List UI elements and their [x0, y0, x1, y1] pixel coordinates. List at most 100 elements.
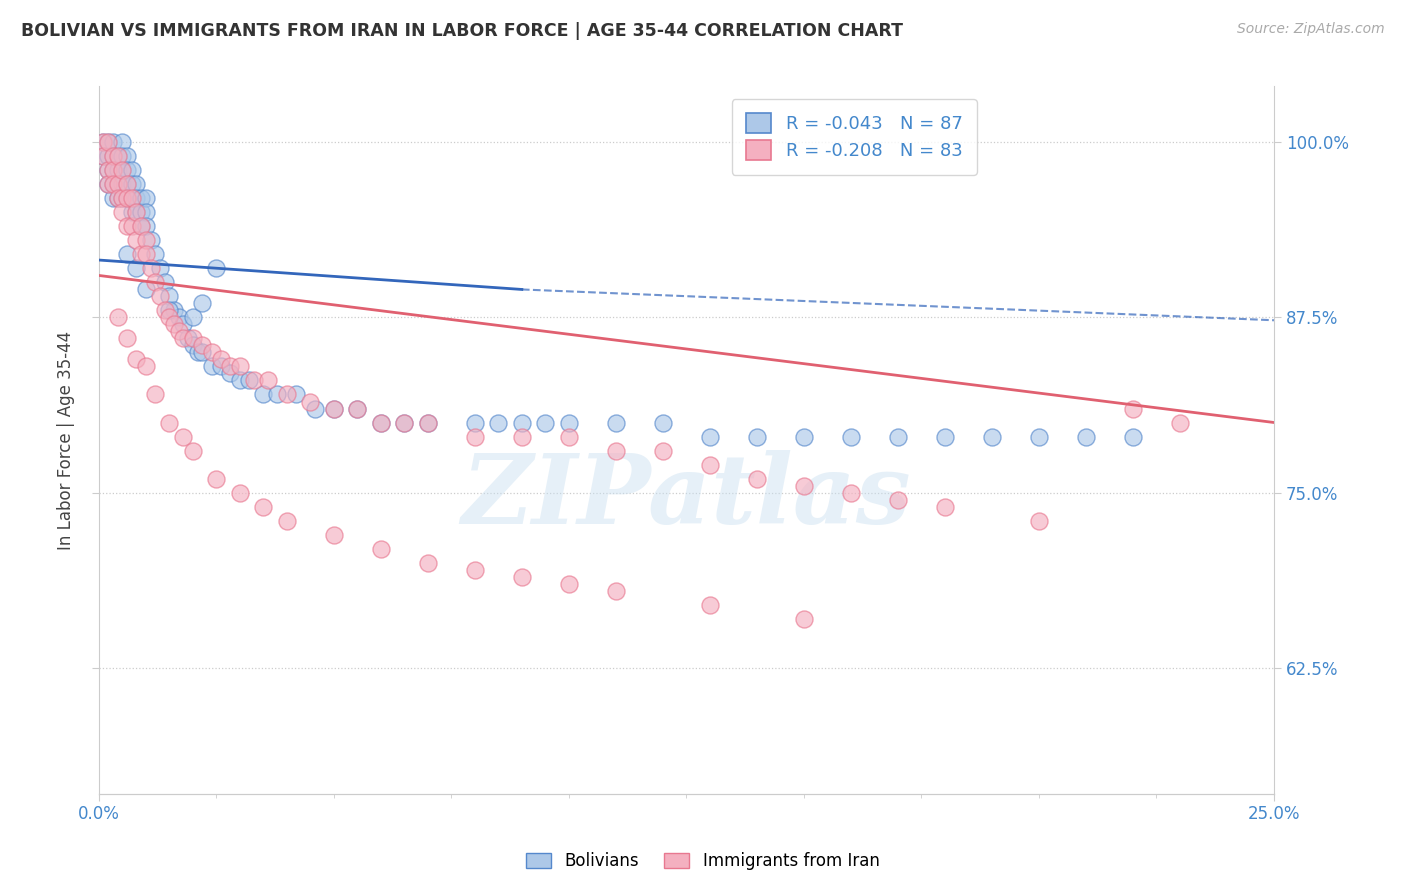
Point	[157, 289, 180, 303]
Point	[125, 191, 148, 205]
Point	[243, 374, 266, 388]
Point	[121, 178, 143, 192]
Point	[93, 149, 115, 163]
Point	[135, 247, 157, 261]
Point	[699, 458, 721, 472]
Point	[157, 416, 180, 430]
Point	[111, 149, 134, 163]
Point	[107, 178, 129, 192]
Point	[510, 429, 533, 443]
Point	[149, 289, 172, 303]
Point	[605, 583, 627, 598]
Point	[276, 514, 298, 528]
Point	[981, 429, 1004, 443]
Point	[115, 178, 138, 192]
Point	[135, 234, 157, 248]
Point	[111, 178, 134, 192]
Point	[229, 374, 252, 388]
Point	[101, 136, 124, 150]
Point	[107, 191, 129, 205]
Point	[191, 338, 214, 352]
Point	[209, 352, 232, 367]
Point	[125, 205, 148, 219]
Point	[201, 359, 224, 374]
Point	[135, 219, 157, 234]
Point	[322, 401, 344, 416]
Point	[304, 401, 326, 416]
Point	[1122, 401, 1144, 416]
Point	[121, 205, 143, 219]
Point	[191, 345, 214, 359]
Point	[229, 359, 252, 374]
Point	[181, 443, 204, 458]
Point	[510, 416, 533, 430]
Point	[129, 219, 152, 234]
Point	[163, 303, 186, 318]
Point	[97, 178, 120, 192]
Point	[201, 345, 224, 359]
Point	[416, 416, 439, 430]
Point	[157, 303, 180, 318]
Point	[93, 149, 115, 163]
Point	[115, 219, 138, 234]
Point	[699, 429, 721, 443]
Point	[205, 261, 228, 276]
Point	[97, 136, 120, 150]
Point	[934, 429, 956, 443]
Point	[121, 191, 143, 205]
Point	[266, 387, 288, 401]
Point	[115, 163, 138, 178]
Point	[793, 478, 815, 492]
Point	[107, 310, 129, 325]
Point	[464, 429, 486, 443]
Point	[107, 163, 129, 178]
Point	[464, 416, 486, 430]
Point	[111, 191, 134, 205]
Point	[172, 331, 194, 345]
Point	[370, 416, 392, 430]
Point	[107, 149, 129, 163]
Point	[205, 471, 228, 485]
Point	[101, 178, 124, 192]
Point	[370, 541, 392, 556]
Point	[111, 191, 134, 205]
Point	[839, 429, 862, 443]
Point	[163, 318, 186, 332]
Point	[219, 359, 242, 374]
Point	[167, 325, 190, 339]
Point	[125, 352, 148, 367]
Point	[370, 416, 392, 430]
Point	[464, 563, 486, 577]
Point	[534, 416, 557, 430]
Point	[107, 191, 129, 205]
Point	[125, 178, 148, 192]
Legend: R = -0.043   N = 87, R = -0.208   N = 83: R = -0.043 N = 87, R = -0.208 N = 83	[731, 99, 977, 175]
Point	[135, 359, 157, 374]
Point	[276, 387, 298, 401]
Point	[135, 191, 157, 205]
Point	[1028, 429, 1050, 443]
Point	[745, 429, 768, 443]
Point	[149, 261, 172, 276]
Point	[257, 374, 280, 388]
Point	[153, 303, 176, 318]
Point	[115, 331, 138, 345]
Point	[115, 191, 138, 205]
Point	[1168, 416, 1191, 430]
Point	[745, 471, 768, 485]
Point	[107, 178, 129, 192]
Point	[486, 416, 509, 430]
Point	[125, 205, 148, 219]
Point	[129, 205, 152, 219]
Point	[97, 136, 120, 150]
Point	[605, 416, 627, 430]
Point	[115, 191, 138, 205]
Point	[97, 163, 120, 178]
Point	[167, 310, 190, 325]
Point	[121, 163, 143, 178]
Point	[172, 318, 194, 332]
Point	[101, 163, 124, 178]
Point	[143, 276, 166, 290]
Point	[115, 247, 138, 261]
Point	[558, 429, 581, 443]
